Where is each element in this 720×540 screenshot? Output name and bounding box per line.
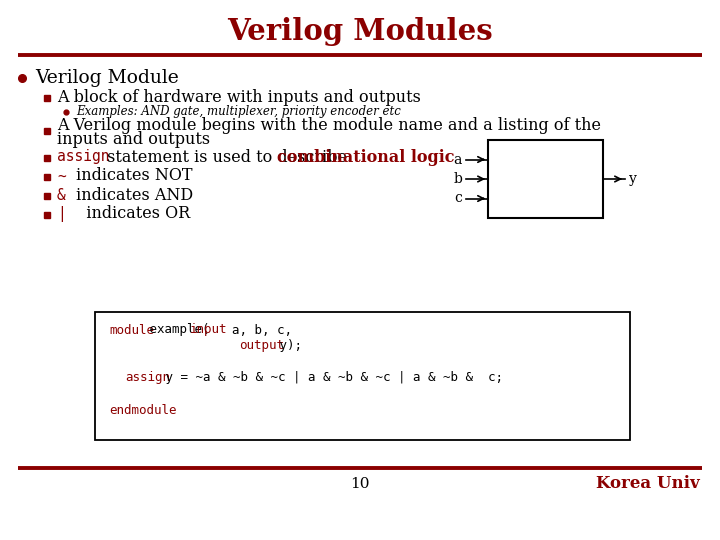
Text: Verilog Module: Verilog Module (35, 69, 179, 87)
Text: Examples: AND gate, multiplexer, priority encoder etc: Examples: AND gate, multiplexer, priorit… (76, 105, 401, 118)
Text: A block of hardware with inputs and outputs: A block of hardware with inputs and outp… (57, 89, 421, 105)
Bar (44, 174, 50, 180)
Text: endmodule: endmodule (109, 403, 176, 416)
Text: Verilog Modules: Verilog Modules (227, 17, 493, 46)
Text: assign: assign (125, 372, 170, 384)
Text: statement is used to describe: statement is used to describe (102, 148, 352, 165)
Text: ~: ~ (57, 168, 66, 184)
Text: indicates OR: indicates OR (71, 206, 190, 222)
Text: A Verilog module begins with the module name and a listing of the: A Verilog module begins with the module … (57, 118, 601, 134)
Text: c: c (454, 192, 462, 206)
Text: a: a (454, 152, 462, 166)
Text: Korea Univ: Korea Univ (596, 476, 700, 492)
Text: module: module (109, 323, 154, 336)
Bar (44, 95, 50, 101)
Text: output: output (239, 340, 284, 353)
Text: a, b, c,: a, b, c, (217, 323, 292, 336)
Text: 10: 10 (350, 477, 370, 491)
Text: input: input (190, 323, 228, 336)
Text: Verilog
Module: Verilog Module (519, 163, 572, 195)
Bar (488, 140, 603, 218)
Text: y = ~a & ~b & ~c | a & ~b & ~c | a & ~b &  c;: y = ~a & ~b & ~c | a & ~b & ~c | a & ~b … (158, 372, 503, 384)
Text: &: & (57, 187, 66, 202)
Text: y);: y); (271, 340, 302, 353)
Bar (44, 128, 50, 134)
Text: y: y (629, 172, 637, 186)
Text: b: b (453, 172, 462, 186)
Bar (95, 312, 630, 440)
Text: |: | (57, 206, 66, 222)
Text: indicates AND: indicates AND (71, 186, 193, 204)
Bar (44, 193, 50, 199)
Text: indicates NOT: indicates NOT (71, 167, 192, 185)
Text: combinational logic: combinational logic (277, 148, 454, 165)
Bar (44, 155, 50, 161)
Bar (44, 212, 50, 218)
Text: assign: assign (57, 150, 109, 165)
Text: example(: example( (142, 323, 209, 336)
Text: inputs and outputs: inputs and outputs (57, 132, 210, 148)
